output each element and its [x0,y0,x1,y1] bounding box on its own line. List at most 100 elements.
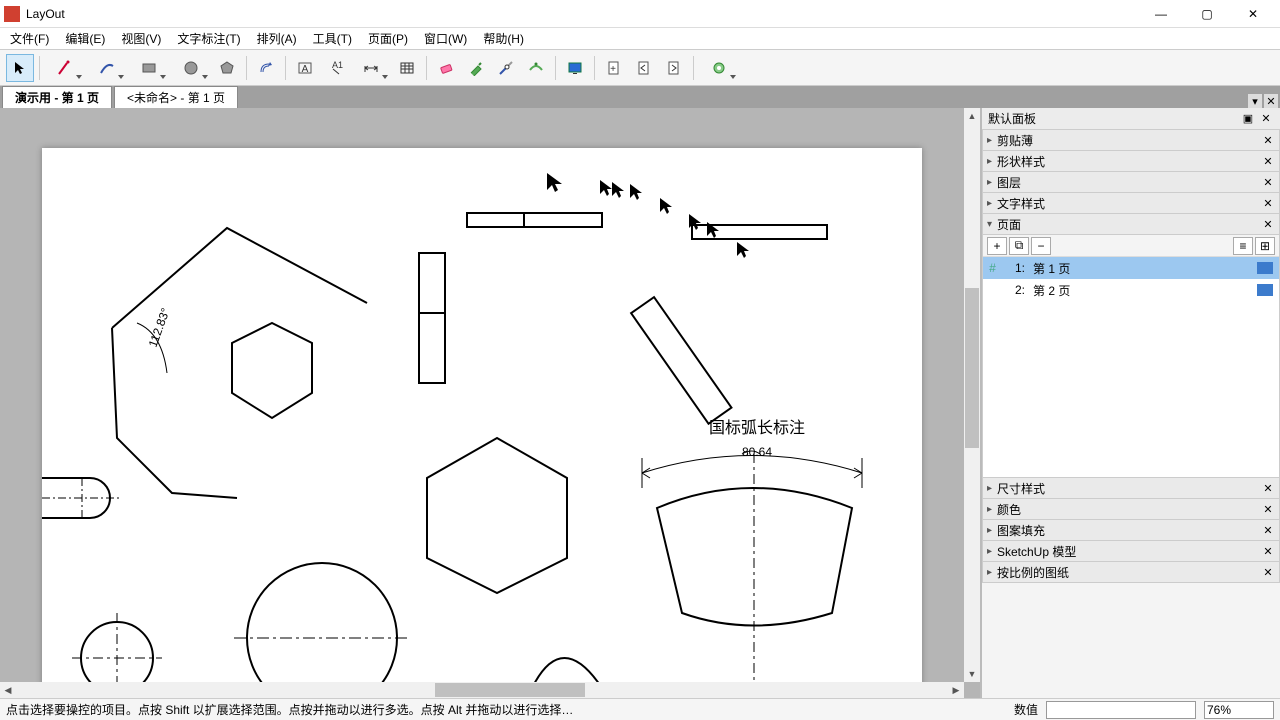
tab-dropdown[interactable]: ▾ [1248,94,1262,108]
line-tool[interactable] [45,54,85,82]
menu-tools[interactable]: 工具(T) [305,28,360,49]
accordion-color[interactable]: ▸颜色✕ [982,499,1280,520]
tab-active[interactable]: 演示用 - 第 1 页 [2,86,112,108]
menu-file[interactable]: 文件(F) [2,28,57,49]
drawing-svg: 112.83° [42,148,922,682]
svg-text:国标弧长标注: 国标弧长标注 [709,419,805,437]
polygon-tool[interactable] [213,54,241,82]
close-icon[interactable]: ✕ [1261,481,1275,495]
accordion-scaled[interactable]: ▸按比例的图纸✕ [982,562,1280,583]
join-tool[interactable] [522,54,550,82]
menu-window[interactable]: 窗口(W) [416,28,475,49]
chevron-down-icon [118,75,124,79]
page-row[interactable]: # 1: 第 1 页 [983,257,1279,279]
circle-tool[interactable] [171,54,211,82]
menu-text[interactable]: 文字标注(T) [169,28,248,49]
page-row[interactable]: 2: 第 2 页 [983,279,1279,301]
scroll-right-icon[interactable]: ▶ [948,682,964,698]
toolbar-separator [426,56,427,80]
scroll-left-icon[interactable]: ◀ [0,682,16,698]
svg-text:+: + [610,64,616,75]
chevron-down-icon [76,75,82,79]
accordion-pattern[interactable]: ▸图案填充✕ [982,520,1280,541]
erase-tool[interactable] [432,54,460,82]
prev-page-button[interactable] [630,54,658,82]
close-icon[interactable]: ✕ [1261,217,1275,231]
tab-inactive[interactable]: <未命名> - 第 1 页 [114,86,238,108]
close-icon[interactable]: ✕ [1261,196,1275,210]
rect-tool[interactable] [129,54,169,82]
present-tool[interactable] [561,54,589,82]
app-icon [4,6,20,22]
del-page-btn[interactable]: − [1031,237,1051,255]
accordion-text-style[interactable]: ▸文字样式✕ [982,193,1280,214]
zoom-input[interactable] [1204,701,1274,719]
value-input[interactable] [1046,701,1196,719]
vscroll-thumb[interactable] [965,288,979,448]
menu-page[interactable]: 页面(P) [360,28,416,49]
pin-icon[interactable]: ▣ [1240,111,1256,127]
main-area: 112.83° [0,108,1280,698]
dimension-tool[interactable] [351,54,391,82]
doc-setup-button[interactable] [699,54,739,82]
status-message: 点击选择要操控的项目。点按 Shift 以扩展选择范围。点按并拖动以进行多选。点… [6,701,1006,718]
chevron-down-icon [382,75,388,79]
accordion-clipboard[interactable]: ▸剪贴薄✕ [982,130,1280,151]
page-present-icon[interactable] [1257,284,1273,296]
text-tool[interactable]: A [291,54,319,82]
dup-page-btn[interactable]: ⧉ [1009,237,1029,255]
style-tool[interactable] [462,54,490,82]
close-icon[interactable]: ✕ [1261,133,1275,147]
add-page-button[interactable]: + [600,54,628,82]
menu-help[interactable]: 帮助(H) [475,28,532,49]
canvas-viewport[interactable]: 112.83° [0,108,964,682]
accordion-sketchup[interactable]: ▸SketchUp 模型✕ [982,541,1280,562]
paper[interactable]: 112.83° [42,148,922,682]
pages-toolbar: + ⧉ − ≡ ⊞ [983,235,1279,257]
close-icon[interactable]: ✕ [1261,154,1275,168]
accordion-dim-style[interactable]: ▸尺寸样式✕ [982,478,1280,499]
toolbar: A A1 + [0,50,1280,86]
accordion-layers[interactable]: ▸图层✕ [982,172,1280,193]
list-view-btn[interactable]: ≡ [1233,237,1253,255]
menu-edit[interactable]: 编辑(E) [57,28,113,49]
minimize-button[interactable]: — [1138,0,1184,28]
select-tool[interactable] [6,54,34,82]
close-icon[interactable]: ✕ [1261,523,1275,537]
panel-title: 默认面板 [988,110,1036,127]
page-present-icon[interactable] [1257,262,1273,274]
close-icon[interactable]: ✕ [1261,544,1275,558]
close-icon[interactable]: ✕ [1261,565,1275,579]
pages-body: + ⧉ − ≡ ⊞ # 1: 第 1 页 2: 第 2 页 [982,235,1280,478]
label-tool[interactable]: A1 [321,54,349,82]
vertical-scrollbar[interactable]: ▲ ▼ [964,108,980,682]
next-page-button[interactable] [660,54,688,82]
accordion-pages[interactable]: ▾页面✕ [982,214,1280,235]
right-panel: 默认面板 ▣ ✕ ▸剪贴薄✕ ▸形状样式✕ ▸图层✕ ▸文字样式✕ ▾页面✕ +… [980,108,1280,698]
grid-view-btn[interactable]: ⊞ [1255,237,1275,255]
close-panel-icon[interactable]: ✕ [1258,111,1274,127]
split-tool[interactable] [492,54,520,82]
toolbar-separator [594,56,595,80]
status-bar: 点击选择要操控的项目。点按 Shift 以扩展选择范围。点按并拖动以进行多选。点… [0,698,1280,720]
menu-bar: 文件(F) 编辑(E) 视图(V) 文字标注(T) 排列(A) 工具(T) 页面… [0,28,1280,50]
offset-tool[interactable] [252,54,280,82]
menu-arrange[interactable]: 排列(A) [249,28,305,49]
add-page-btn[interactable]: + [987,237,1007,255]
table-tool[interactable] [393,54,421,82]
accordion-shape-style[interactable]: ▸形状样式✕ [982,151,1280,172]
hscroll-thumb[interactable] [435,683,585,697]
scroll-up-icon[interactable]: ▲ [964,108,980,124]
arc-tool[interactable] [87,54,127,82]
scroll-down-icon[interactable]: ▼ [964,666,980,682]
horizontal-scrollbar[interactable]: ◀ ▶ [0,682,964,698]
tab-close[interactable]: ✕ [1264,94,1278,108]
menu-view[interactable]: 视图(V) [113,28,169,49]
maximize-button[interactable]: ▢ [1184,0,1230,28]
panel-title-bar: 默认面板 ▣ ✕ [982,108,1280,130]
close-icon[interactable]: ✕ [1261,175,1275,189]
app-title: LayOut [26,7,1138,21]
chevron-down-icon [730,75,736,79]
close-window-button[interactable]: ✕ [1230,0,1276,28]
close-icon[interactable]: ✕ [1261,502,1275,516]
